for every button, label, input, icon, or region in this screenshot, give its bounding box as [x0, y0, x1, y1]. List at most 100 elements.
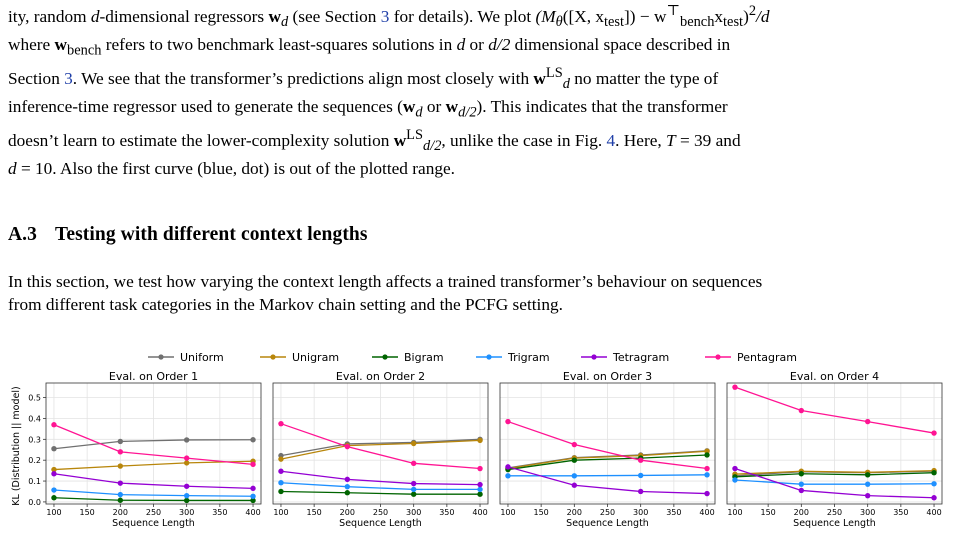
data-point — [250, 497, 256, 504]
series-line — [280, 490, 481, 495]
series-trigram — [732, 477, 937, 487]
intro-line-5: doesn’t learn to estimate the lower-comp… — [8, 126, 741, 154]
data-point — [931, 481, 937, 487]
x-axis-label: Sequence Length — [793, 518, 876, 529]
x-tick-label: 400 — [926, 508, 941, 517]
data-point — [51, 446, 57, 452]
panel-order-4: Eval. on Order 4 100 150 200 250 300 350 400 Seq… — [726, 370, 943, 529]
series-pentagram — [505, 418, 710, 472]
data-point — [344, 476, 351, 483]
data-point — [637, 457, 644, 463]
data-point — [704, 448, 710, 454]
data-point — [410, 486, 417, 493]
data-point — [250, 493, 256, 499]
data-point — [51, 466, 57, 473]
data-point — [571, 473, 578, 479]
data-point — [505, 464, 511, 470]
legend-marker — [715, 354, 721, 360]
y-tick-label: 0.2 — [28, 456, 41, 465]
data-point — [477, 491, 483, 497]
data-point — [798, 471, 805, 477]
data-point — [931, 470, 937, 476]
data-point — [183, 437, 190, 443]
x-tick-label: 300 — [179, 508, 194, 517]
data-point — [344, 483, 351, 490]
legend-marker — [486, 354, 492, 360]
data-point — [183, 455, 190, 461]
data-point — [278, 420, 284, 427]
series-line — [734, 386, 935, 434]
data-point — [278, 488, 284, 495]
data-point — [571, 457, 578, 463]
data-point — [477, 465, 483, 472]
legend-item-pentagram: Pentagram — [705, 351, 797, 364]
x-tick-label: 300 — [633, 508, 648, 517]
legend-item-uniform: Uniform — [148, 351, 224, 364]
series-line — [507, 450, 708, 470]
series-line — [53, 460, 254, 471]
legend-item-tetragram: Tetragram — [581, 351, 669, 364]
data-point — [732, 465, 738, 472]
legend-item-bigram: Bigram — [372, 351, 444, 364]
data-point — [117, 438, 124, 445]
series-line — [53, 497, 254, 502]
data-point — [732, 384, 738, 390]
x-tick-label: 200 — [340, 508, 355, 517]
x-tick-label: 250 — [373, 508, 388, 517]
x-tick-label: 350 — [893, 508, 908, 517]
series-tetragram — [732, 465, 937, 501]
section-number: A.3 — [8, 224, 38, 245]
data-point — [798, 481, 805, 487]
data-point — [732, 477, 738, 483]
legend-marker — [382, 354, 388, 360]
series-line — [280, 470, 481, 486]
series-trigram — [278, 480, 483, 493]
section-line-2: from different task categories in the Ma… — [8, 294, 563, 314]
data-point — [704, 472, 710, 478]
series-bigram — [51, 495, 256, 504]
data-point — [117, 491, 124, 498]
legend-label: Bigram — [404, 351, 444, 364]
section-3-link-2[interactable]: 3 — [64, 68, 73, 88]
x-axis-label: Sequence Length — [112, 518, 195, 529]
legend-item-trigram: Trigram — [476, 351, 550, 364]
series-line — [280, 482, 481, 491]
section-3-link[interactable]: 3 — [380, 6, 390, 26]
figure-4-link[interactable]: 4 — [606, 130, 616, 150]
x-tick-label: 400 — [699, 508, 714, 517]
data-point — [183, 497, 190, 504]
section-title: Testing with different context lengths — [55, 224, 368, 245]
x-tick-label: 350 — [439, 508, 454, 517]
data-point — [250, 485, 256, 492]
data-point — [571, 441, 578, 448]
data-point — [704, 465, 710, 472]
intro-line-6: d = 10. Also the first curve (blue, dot)… — [8, 158, 455, 178]
series-line — [53, 473, 254, 490]
data-point — [51, 471, 57, 477]
data-point — [477, 486, 483, 493]
data-point — [571, 482, 578, 488]
series-line — [734, 467, 935, 499]
legend-label: Trigram — [507, 351, 550, 364]
data-point — [344, 443, 351, 450]
data-point — [864, 418, 871, 425]
series-tetragram — [505, 464, 710, 497]
section-line-1: In this section, we test how varying the… — [8, 272, 763, 291]
data-point — [637, 488, 644, 495]
section-paragraph: In this section, we test how varying the… — [8, 271, 950, 316]
y-tick-label: 0.0 — [28, 498, 41, 507]
panel-order-1: Eval. on Order 1 100 150 200 250 300 350 400 Seq… — [28, 370, 262, 529]
data-point — [183, 460, 190, 466]
data-point — [183, 492, 190, 499]
x-tick-label: 150 — [80, 508, 95, 517]
series-line — [734, 472, 935, 478]
data-point — [931, 430, 937, 436]
y-tick-label: 0.4 — [28, 414, 41, 423]
data-point — [477, 481, 483, 488]
data-point — [410, 480, 417, 487]
x-tick-label: 300 — [860, 508, 875, 517]
data-point — [864, 492, 871, 499]
data-point — [183, 483, 190, 489]
data-point — [278, 468, 284, 474]
data-point — [51, 495, 57, 501]
